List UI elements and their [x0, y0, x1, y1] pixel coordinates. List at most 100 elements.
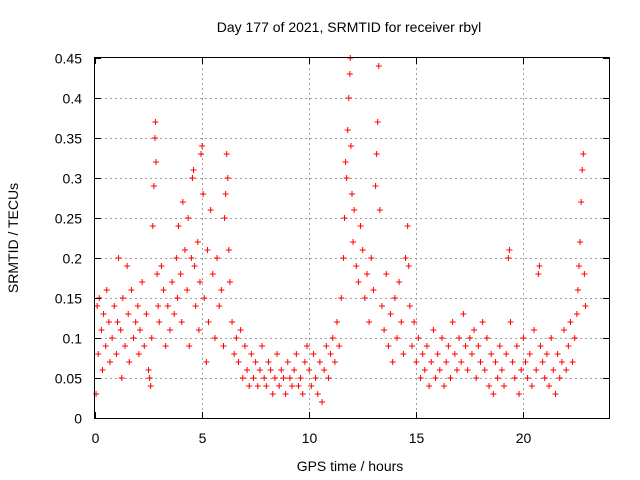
data-point — [171, 311, 178, 317]
data-point — [105, 319, 112, 325]
data-point — [421, 367, 428, 373]
data-point — [343, 175, 350, 181]
data-point — [226, 279, 233, 285]
data-point — [351, 207, 358, 213]
data-point — [267, 367, 274, 373]
y-tick-labels: 0 0.05 0.1 0.15 0.2 0.25 0.3 0.35 0.4 0.45 — [55, 51, 82, 427]
data-point — [203, 359, 210, 365]
data-point — [536, 263, 543, 269]
data-point — [375, 63, 382, 69]
data-point — [475, 343, 482, 349]
data-point — [310, 351, 317, 357]
x-axis-label: GPS time / hours — [297, 458, 404, 474]
y-tick-label: 0.4 — [63, 91, 83, 107]
plot-frame — [94, 57, 610, 419]
data-point — [286, 375, 293, 381]
data-point — [481, 367, 488, 373]
data-point — [304, 343, 311, 349]
data-point — [103, 287, 110, 293]
data-point — [368, 255, 375, 261]
data-point — [336, 343, 343, 349]
data-point — [316, 359, 323, 365]
data-point — [520, 335, 527, 341]
data-point — [561, 327, 568, 333]
data-point — [196, 279, 203, 285]
data-point — [246, 383, 253, 389]
data-point — [383, 271, 390, 277]
data-point — [179, 199, 186, 205]
data-point — [327, 351, 334, 357]
data-point — [359, 247, 366, 253]
data-point — [466, 335, 473, 341]
data-point — [479, 319, 486, 325]
data-point — [204, 247, 211, 253]
data-point — [509, 359, 516, 365]
data-point — [225, 247, 232, 253]
data-point — [349, 191, 355, 197]
data-points — [93, 55, 589, 405]
data-point — [148, 335, 155, 341]
data-point — [381, 327, 388, 333]
data-point — [269, 391, 276, 397]
data-point — [147, 383, 154, 389]
data-point — [436, 367, 443, 373]
data-point — [464, 367, 471, 373]
data-point — [404, 223, 411, 229]
data-point — [522, 359, 529, 365]
data-point — [580, 151, 587, 157]
data-point — [190, 167, 197, 173]
data-point — [314, 391, 321, 397]
data-point — [405, 263, 412, 269]
data-point — [229, 319, 236, 325]
data-point — [449, 319, 456, 325]
data-point — [252, 359, 259, 365]
data-point — [577, 239, 584, 245]
data-point — [153, 159, 160, 165]
data-point — [139, 279, 146, 285]
data-point — [567, 319, 574, 325]
data-point — [259, 343, 266, 349]
data-point — [556, 375, 563, 381]
data-point — [117, 327, 124, 333]
data-point — [406, 303, 413, 309]
data-point — [250, 375, 257, 381]
data-point — [423, 343, 430, 349]
data-point — [271, 375, 278, 381]
data-point — [312, 375, 319, 381]
data-point — [95, 351, 102, 357]
data-point — [109, 335, 116, 341]
data-point — [471, 327, 478, 333]
data-point — [387, 311, 394, 317]
data-point — [426, 383, 433, 389]
y-tick-label: 0.2 — [63, 251, 83, 267]
data-point — [93, 391, 100, 397]
data-point — [331, 359, 338, 365]
data-point — [563, 367, 570, 373]
data-point — [524, 375, 531, 381]
data-point — [166, 327, 173, 333]
data-point — [164, 303, 171, 309]
chart-title: Day 177 of 2021, SRMTID for receiver rby… — [217, 19, 482, 35]
data-point — [99, 367, 106, 373]
data-point — [393, 335, 400, 341]
data-point — [385, 343, 392, 349]
y-tick-label: 0 — [74, 411, 82, 427]
data-point — [537, 343, 544, 349]
data-point — [462, 343, 469, 349]
data-point — [301, 359, 308, 365]
data-point — [265, 359, 272, 365]
data-point — [293, 351, 300, 357]
data-point — [329, 335, 336, 341]
data-point — [121, 343, 128, 349]
data-point — [216, 303, 223, 309]
data-point — [282, 391, 289, 397]
data-point — [415, 335, 422, 341]
data-point — [126, 359, 133, 365]
data-point — [366, 319, 373, 325]
data-point — [413, 359, 420, 365]
data-point — [102, 343, 109, 349]
data-point — [184, 287, 191, 293]
data-point — [175, 223, 182, 229]
data-point — [477, 359, 484, 365]
data-point — [194, 239, 201, 245]
